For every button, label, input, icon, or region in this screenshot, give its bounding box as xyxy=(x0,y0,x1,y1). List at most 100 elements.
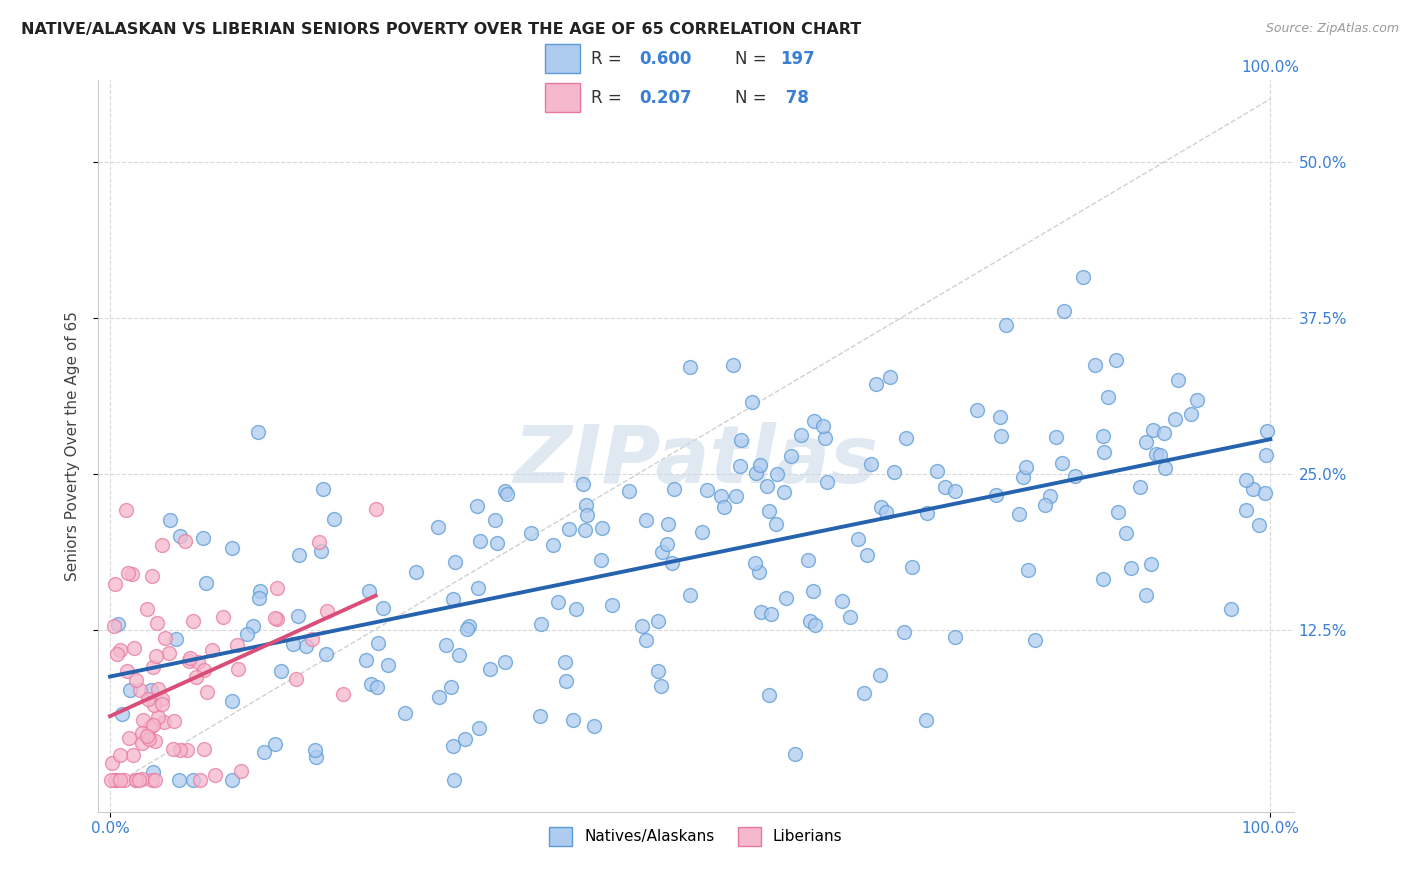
Point xyxy=(839,610,862,624)
Point xyxy=(193,531,215,545)
Point xyxy=(1045,430,1067,444)
Point xyxy=(591,553,613,567)
Point xyxy=(725,489,748,503)
Point xyxy=(1247,517,1270,532)
Text: 0.600: 0.600 xyxy=(640,50,692,68)
Point xyxy=(1050,456,1073,470)
Point xyxy=(118,731,141,746)
Point xyxy=(188,773,211,788)
Point xyxy=(730,434,752,448)
Point xyxy=(1153,425,1175,440)
Point xyxy=(575,498,598,512)
Point xyxy=(179,651,201,665)
Point xyxy=(651,545,673,559)
Point xyxy=(1256,448,1278,462)
Point xyxy=(132,713,155,727)
Point xyxy=(943,630,966,644)
Point xyxy=(914,713,936,727)
Point xyxy=(225,638,247,652)
Point xyxy=(150,691,173,706)
Point xyxy=(571,476,593,491)
Point xyxy=(122,640,145,655)
Point xyxy=(309,544,332,558)
Point xyxy=(304,743,326,757)
Point xyxy=(1154,461,1177,475)
Point xyxy=(765,517,787,532)
Point xyxy=(1167,373,1189,387)
Point xyxy=(661,556,683,570)
Point xyxy=(150,538,173,552)
Point xyxy=(1105,353,1128,368)
Point xyxy=(394,706,416,721)
Point xyxy=(657,537,679,551)
Point xyxy=(879,370,901,384)
Point xyxy=(917,506,939,520)
Point xyxy=(901,560,924,574)
Point xyxy=(728,458,751,473)
Point xyxy=(112,773,135,788)
Point xyxy=(360,677,382,691)
Point xyxy=(266,612,288,626)
Point xyxy=(647,614,669,628)
Point xyxy=(758,504,780,518)
Point xyxy=(934,480,956,494)
Point xyxy=(679,588,702,602)
Point xyxy=(148,682,170,697)
Point xyxy=(103,619,125,633)
Point xyxy=(1149,448,1171,462)
Point xyxy=(111,706,134,721)
Point xyxy=(108,642,131,657)
Point xyxy=(709,489,731,503)
Point xyxy=(1135,434,1157,449)
Point xyxy=(591,521,613,535)
Point xyxy=(943,484,966,499)
Point xyxy=(141,773,163,788)
Point xyxy=(741,395,763,409)
Point xyxy=(221,694,243,708)
Point xyxy=(759,607,782,622)
Point xyxy=(1073,270,1095,285)
Point xyxy=(163,714,186,728)
Point xyxy=(1256,424,1278,438)
Point xyxy=(647,665,669,679)
Point xyxy=(1115,526,1137,541)
Point xyxy=(1091,572,1114,586)
Point xyxy=(692,525,714,540)
Point xyxy=(543,538,565,552)
Point xyxy=(984,488,1007,502)
Point xyxy=(138,731,160,746)
Point xyxy=(441,592,464,607)
Text: R =: R = xyxy=(591,88,627,106)
Point xyxy=(332,688,354,702)
Point xyxy=(141,568,163,582)
Text: 0.207: 0.207 xyxy=(640,88,692,106)
Point xyxy=(1064,469,1087,483)
Point xyxy=(283,637,305,651)
Point xyxy=(301,632,323,646)
Point xyxy=(315,647,337,661)
Point xyxy=(749,458,772,473)
Text: NATIVE/ALASKAN VS LIBERIAN SENIORS POVERTY OVER THE AGE OF 65 CORRELATION CHART: NATIVE/ALASKAN VS LIBERIAN SENIORS POVER… xyxy=(21,22,862,37)
Point xyxy=(117,566,139,580)
Point xyxy=(1234,503,1257,517)
Point xyxy=(893,624,915,639)
Point xyxy=(221,773,243,788)
Point xyxy=(104,773,127,788)
Point xyxy=(444,555,467,569)
Point xyxy=(484,512,506,526)
Point xyxy=(322,511,344,525)
Point xyxy=(869,500,891,515)
Point xyxy=(1007,507,1029,521)
Point xyxy=(749,605,772,619)
Point xyxy=(457,619,479,633)
Point xyxy=(162,742,184,756)
Point xyxy=(1254,486,1277,500)
Point xyxy=(142,718,165,732)
Point xyxy=(443,773,465,788)
Point xyxy=(441,739,464,753)
Point xyxy=(367,636,389,650)
Point xyxy=(266,582,288,596)
Point xyxy=(744,557,766,571)
Text: 78: 78 xyxy=(780,88,810,106)
Point xyxy=(811,418,834,433)
